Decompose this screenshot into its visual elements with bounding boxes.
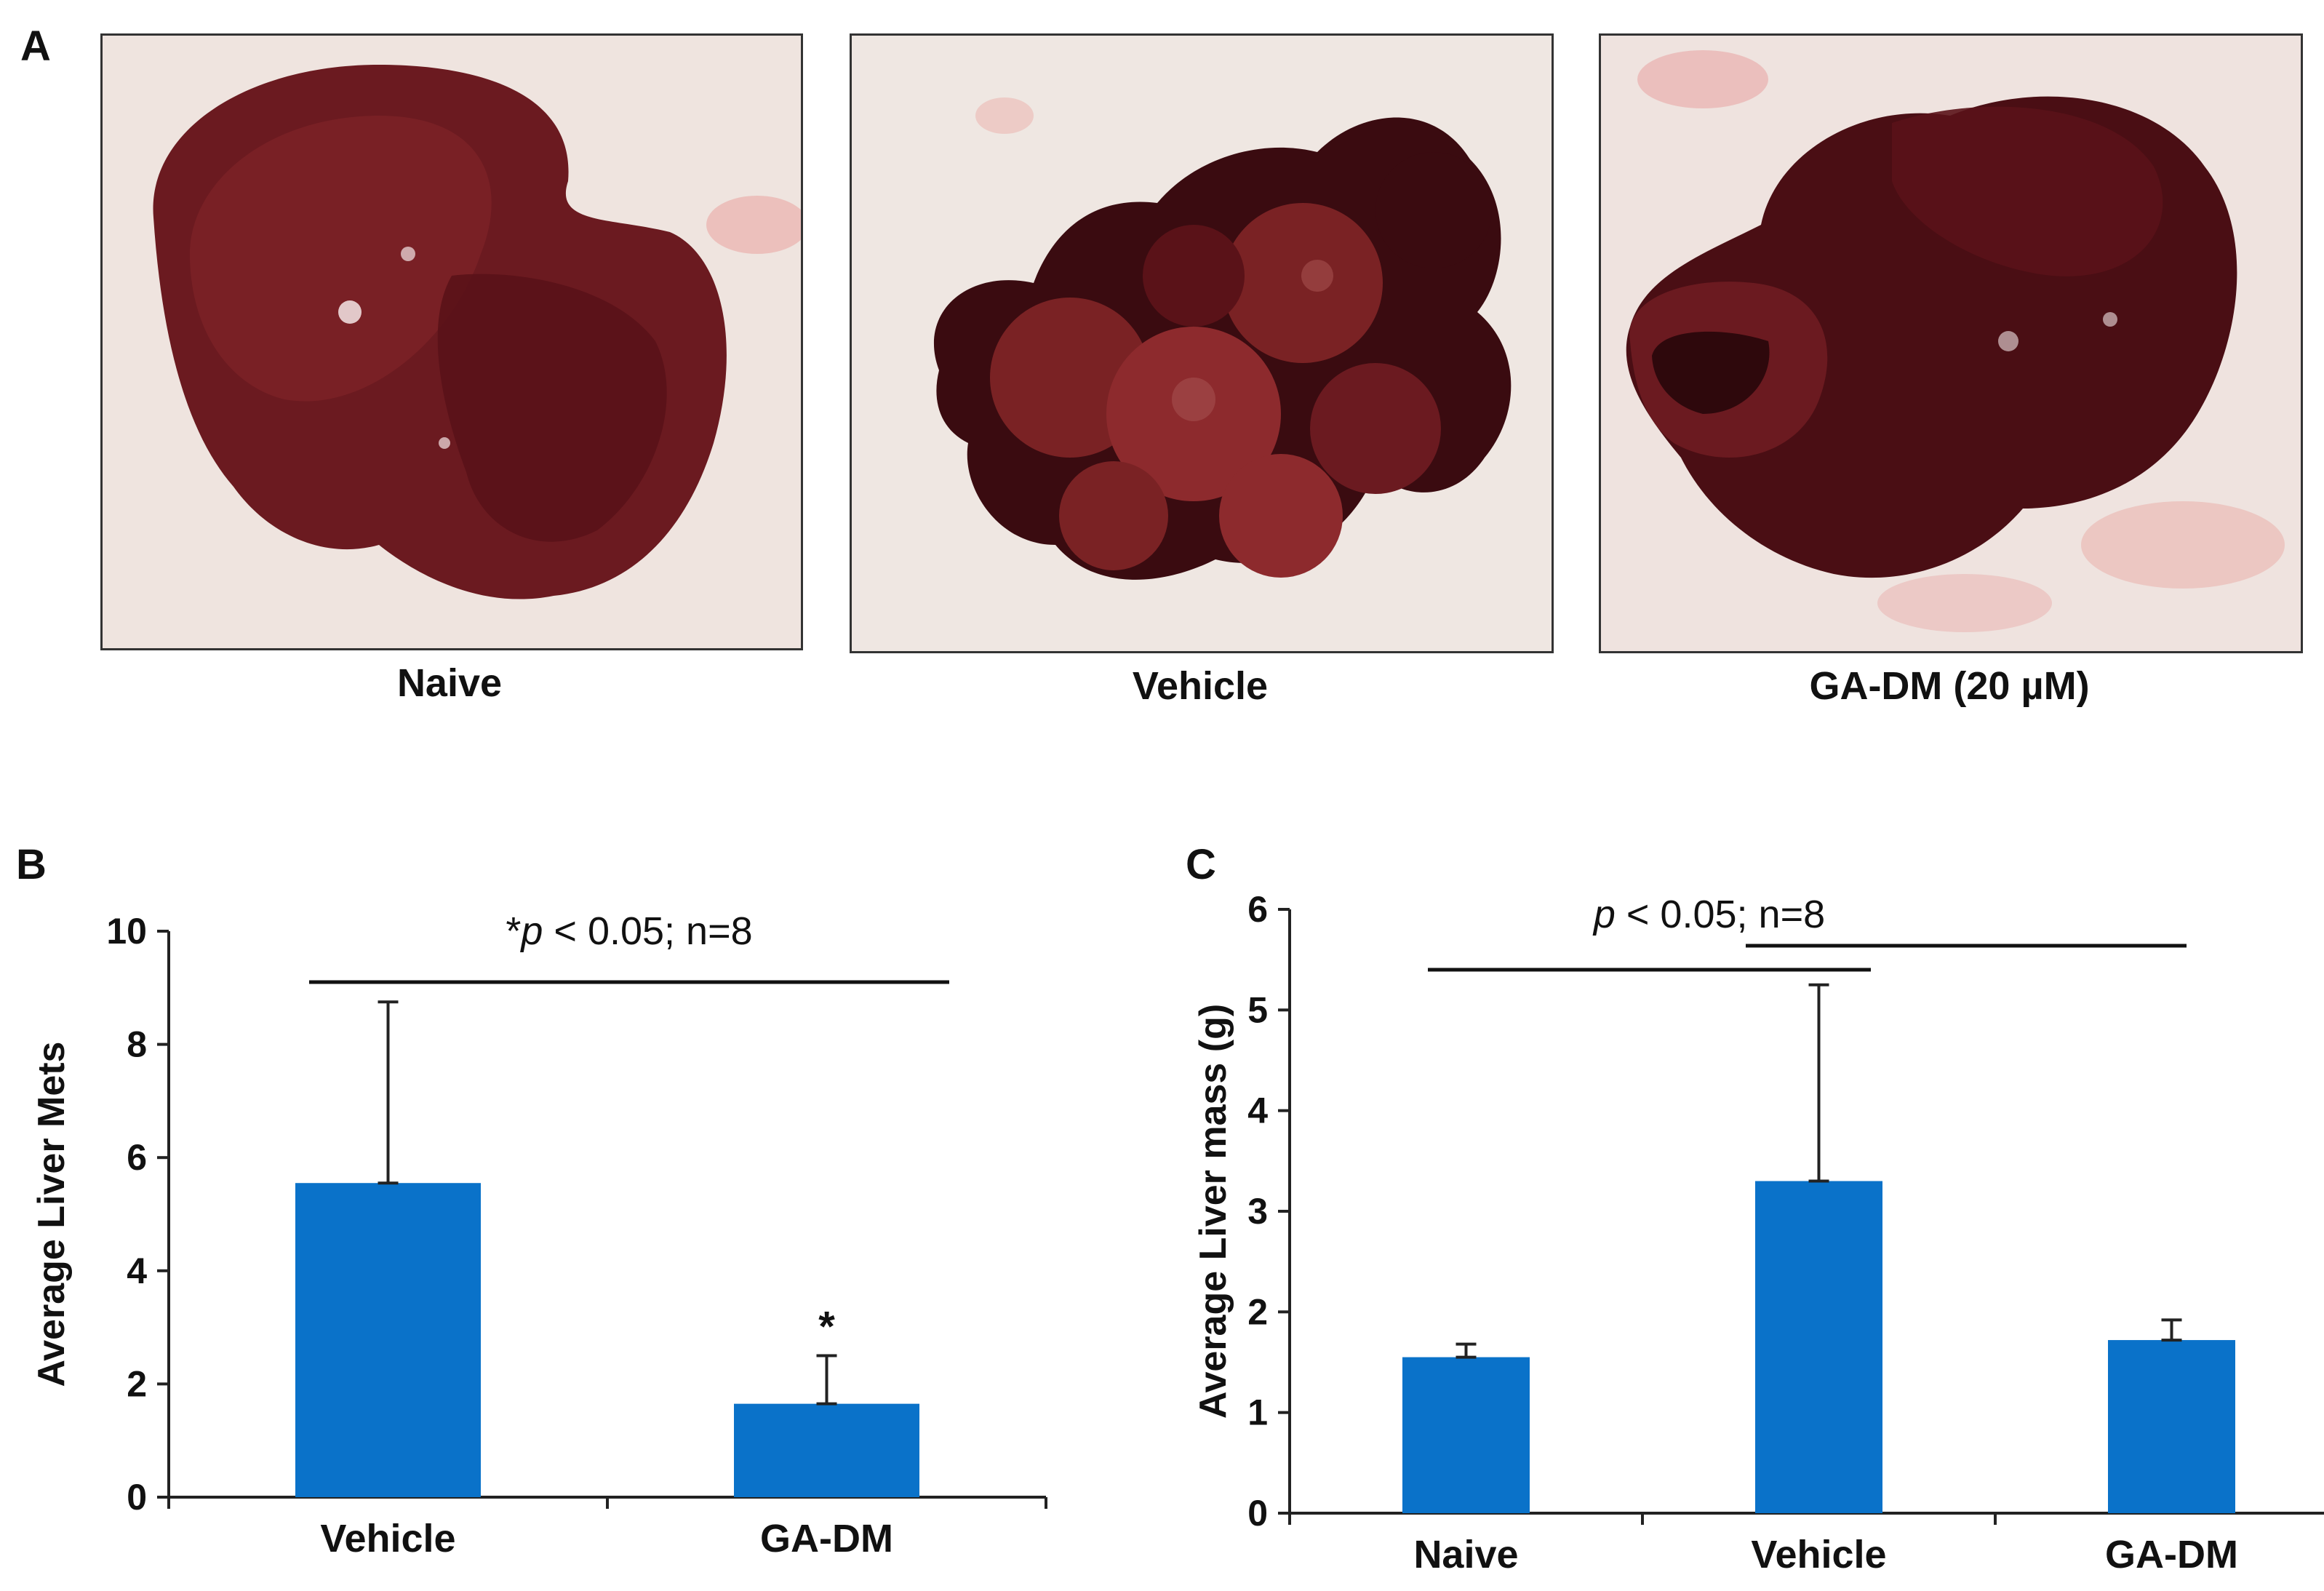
bar-vehicle (1755, 1181, 1882, 1513)
panel-label-c: C (1186, 841, 1216, 888)
significance-marker: * (818, 1304, 835, 1351)
liver-photo-ga-dm (1599, 33, 2303, 653)
photo-caption-vehicle: Vehicle (1132, 664, 1269, 708)
x-category-label: Naive (1413, 1533, 1518, 1576)
y-tick-label: 6 (1247, 889, 1268, 930)
y-tick-label: 0 (1247, 1493, 1268, 1534)
y-tick-label: 3 (1247, 1191, 1268, 1232)
y-tick-label: 4 (1247, 1090, 1268, 1131)
x-category-label: Vehicle (1751, 1533, 1886, 1576)
annotation-rest: < 0.05; n=8 (1616, 893, 1825, 936)
x-category-label: Vehicle (320, 1517, 455, 1560)
annotation-rest: < 0.05; n=8 (543, 909, 752, 953)
y-tick-label: 1 (1247, 1392, 1268, 1433)
bar-naive (1402, 1357, 1530, 1513)
y-tick-label: 6 (127, 1137, 147, 1178)
x-category-label: GA-DM (760, 1517, 893, 1560)
annotation-prefix: * (506, 909, 521, 953)
photo-caption-naive: Naive (396, 661, 503, 705)
panel-label-b: B (16, 841, 47, 888)
bar-ga-dm (734, 1403, 919, 1497)
significance-annotation: *p < 0.05; n=8 (506, 909, 752, 953)
liver-vehicle-image (852, 36, 1552, 651)
significance-annotation: p < 0.05; n=8 (1592, 893, 1825, 936)
y-tick-label: 10 (106, 911, 147, 952)
liver-naive-image (103, 36, 801, 648)
annotation-p: p (1592, 893, 1616, 936)
liver-photo-naive (100, 33, 803, 650)
panel-label-a: A (20, 23, 51, 70)
bar-vehicle (295, 1183, 481, 1497)
y-tick-label: 2 (1247, 1291, 1268, 1332)
liver-photo-vehicle (850, 33, 1554, 653)
y-tick-label: 2 (127, 1363, 147, 1404)
y-axis-label: Average Liver mass (g) (1192, 1004, 1234, 1419)
liver-ga-dm-image (1601, 36, 2301, 651)
y-tick-label: 0 (127, 1477, 147, 1518)
bar-ga-dm (2108, 1340, 2235, 1513)
y-tick-label: 4 (127, 1251, 147, 1291)
y-tick-label: 8 (127, 1024, 147, 1065)
chart-liver-mass: 0 1 2 3 4 5 6 Average Liver mass (g) Naive Vehicl… (1192, 889, 2324, 1576)
annotation-p: p (519, 909, 543, 953)
photo-caption-ga-dm: GA-DM (20 µM) (1809, 664, 2090, 708)
y-axis-label: Average Liver Mets (31, 1042, 73, 1387)
y-tick-label: 5 (1247, 989, 1268, 1030)
x-category-label: GA-DM (2105, 1533, 2238, 1576)
